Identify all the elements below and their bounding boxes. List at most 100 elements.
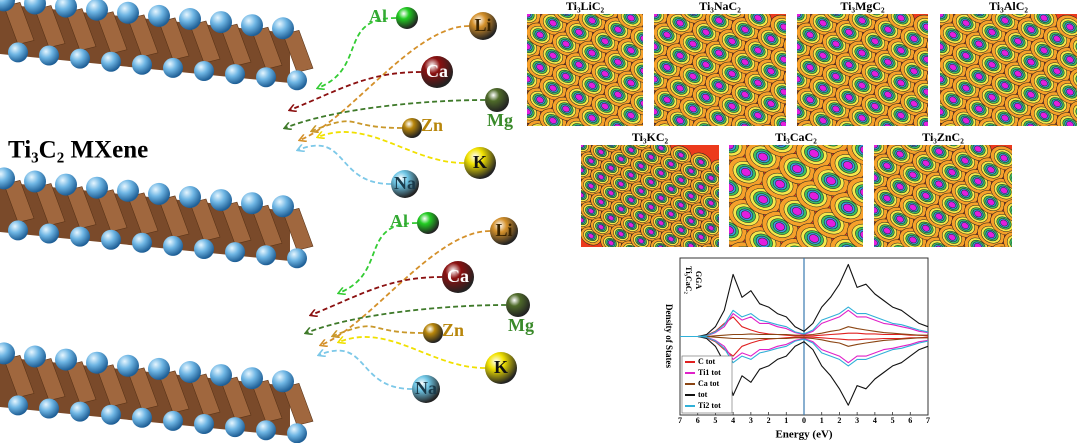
contour <box>640 35 643 43</box>
x-tick-label: 3 <box>749 416 753 425</box>
contour <box>588 208 594 214</box>
contour <box>1027 123 1035 126</box>
contour <box>923 88 928 96</box>
contour <box>627 247 634 254</box>
contour <box>896 183 904 190</box>
contour <box>897 47 905 54</box>
contour <box>806 63 814 71</box>
contour <box>874 239 878 246</box>
contour <box>935 245 943 247</box>
contour <box>923 23 928 31</box>
ti-atom <box>24 170 46 193</box>
contour <box>961 222 969 229</box>
contour <box>688 218 694 224</box>
x-tick-label: 2 <box>767 416 771 425</box>
migration-arrow <box>318 132 465 164</box>
contour <box>678 177 684 183</box>
contour <box>741 210 751 219</box>
contour <box>644 250 659 263</box>
mxene-bond <box>282 207 314 251</box>
contour <box>706 248 716 258</box>
contour <box>588 17 596 24</box>
contour <box>689 105 697 113</box>
contour <box>628 172 634 178</box>
contour <box>561 170 581 188</box>
contour <box>509 21 518 30</box>
ion-label: Al <box>390 211 408 231</box>
contour <box>549 117 557 124</box>
contour <box>729 145 734 150</box>
contour <box>940 108 944 115</box>
contour <box>874 145 878 149</box>
contour <box>805 0 814 7</box>
contour <box>536 96 544 104</box>
contour <box>754 47 762 54</box>
contour <box>598 174 604 180</box>
ion-label: Al <box>369 6 387 26</box>
dos-line <box>680 335 929 364</box>
panel-title: Ti₃ZnC₂ <box>922 130 964 144</box>
contour-map <box>729 145 863 247</box>
contour <box>1066 88 1074 96</box>
contour <box>581 169 582 189</box>
contour <box>741 123 749 126</box>
contour <box>627 112 635 119</box>
ti-atom <box>241 367 263 390</box>
contour <box>792 207 802 216</box>
contour <box>567 126 574 133</box>
contour <box>547 150 574 175</box>
ti-atom <box>256 67 276 88</box>
ti-atom <box>210 11 232 34</box>
x-axis-label: Energy (eV) <box>775 429 832 441</box>
contour <box>1014 37 1022 45</box>
contour-map <box>509 14 643 126</box>
x-tick-label: 7 <box>678 416 682 425</box>
ion-sphere <box>391 170 419 198</box>
mxene-bond <box>189 20 221 64</box>
contour <box>1009 130 1028 147</box>
dos-line <box>680 335 929 357</box>
contour <box>940 14 944 18</box>
mxene-bond <box>251 379 283 423</box>
contour <box>1001 17 1009 24</box>
contour <box>640 100 643 108</box>
contour <box>882 129 891 138</box>
x-tick-label: 5 <box>713 416 717 425</box>
contour <box>1007 14 1029 18</box>
contour <box>618 206 624 212</box>
contour <box>1066 23 1074 31</box>
contour <box>551 154 571 172</box>
contour <box>1025 260 1034 269</box>
ti-atom <box>194 239 214 259</box>
contour <box>910 67 918 75</box>
contour <box>581 219 582 239</box>
contour <box>702 93 710 101</box>
migration-arrow <box>290 71 422 110</box>
contour <box>1025 163 1034 172</box>
contour <box>729 183 734 192</box>
contour <box>566 174 576 184</box>
ion-sphere <box>412 375 440 403</box>
contour <box>884 58 892 66</box>
contour <box>909 204 917 211</box>
ion-diagram: Al Li Ca Mg Zn K Na Al Li Ca Mg Zn K Na <box>285 6 534 403</box>
ti-atom <box>272 17 294 40</box>
contour <box>783 68 786 93</box>
contour <box>1065 129 1080 162</box>
contour <box>1023 258 1037 271</box>
dos-line <box>680 316 929 338</box>
contour <box>780 56 786 63</box>
ion-sphere <box>485 352 517 384</box>
contour <box>598 199 604 205</box>
contour <box>892 245 908 247</box>
contour <box>1017 155 1043 179</box>
contour <box>663 96 671 104</box>
contour <box>587 133 594 140</box>
contour <box>676 84 684 92</box>
mxene-bond <box>282 382 314 426</box>
contour <box>661 255 681 273</box>
contour <box>588 158 594 164</box>
contour <box>588 82 596 89</box>
contour <box>797 75 801 83</box>
